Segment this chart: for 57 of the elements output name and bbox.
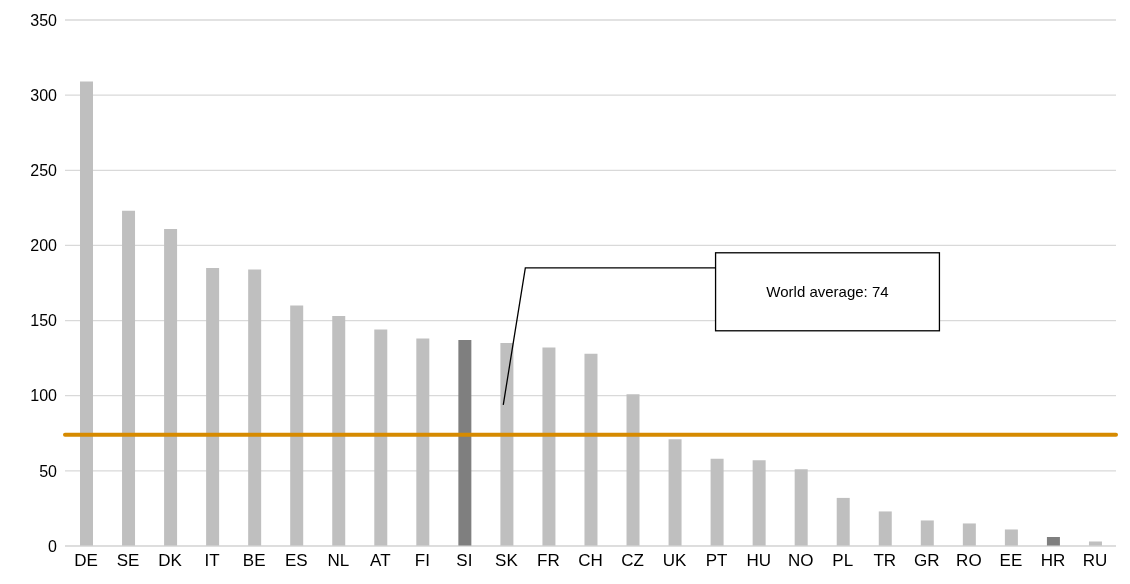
bar (248, 269, 262, 546)
y-tick-label: 100 (30, 387, 58, 405)
y-tick-label: 250 (30, 161, 58, 179)
x-tick-label: SE (116, 551, 140, 571)
x-tick-label: PL (832, 551, 854, 571)
x-tick-label: NL (327, 551, 350, 571)
bar (374, 329, 388, 546)
x-tick-label: BE (242, 551, 266, 571)
bar (542, 347, 556, 546)
x-tick-label: EE (999, 551, 1023, 571)
bar (752, 460, 766, 546)
y-tick-label: 150 (30, 312, 58, 330)
bar (458, 340, 472, 546)
bar (962, 523, 976, 546)
x-tick-label: CZ (621, 551, 644, 571)
bar (416, 338, 430, 546)
bar (80, 81, 93, 546)
x-tick-label: CH (578, 551, 603, 571)
x-tick-label: DK (158, 551, 183, 571)
x-tick-label: RU (1082, 551, 1108, 571)
bar (1004, 529, 1018, 546)
bar (122, 210, 136, 546)
x-tick-label: FR (537, 551, 560, 571)
y-tick-label: 0 (48, 537, 58, 555)
bar (836, 497, 850, 546)
annotation: World average: 74 (766, 283, 889, 301)
x-tick-label: ES (284, 551, 308, 571)
bar (626, 394, 640, 546)
x-tick-label: NO (787, 551, 814, 571)
x-tick-label: HR (1040, 551, 1066, 571)
bar (668, 439, 682, 546)
bar (332, 316, 346, 546)
bar (164, 228, 178, 546)
bar (584, 353, 598, 546)
x-tick-label: IT (204, 551, 220, 571)
bar (500, 343, 514, 546)
bar (794, 469, 808, 546)
x-tick-label: HU (746, 551, 771, 571)
x-tick-label: UK (662, 551, 688, 571)
x-tick-label: RO (956, 551, 982, 571)
x-tick-label: SI (456, 551, 473, 571)
x-tick-label: TR (873, 551, 897, 571)
bar (206, 267, 220, 546)
bar (710, 458, 724, 546)
bar (290, 305, 304, 546)
y-tick-label: 300 (30, 86, 58, 104)
x-tick-label: FI (414, 551, 430, 571)
bar (878, 511, 892, 546)
y-tick-label: 350 (30, 11, 58, 29)
x-tick-label: SK (495, 551, 519, 571)
x-tick-label: DE (74, 551, 98, 571)
y-tick-label: 50 (39, 462, 58, 480)
y-tick-label: 200 (30, 237, 58, 255)
bar (920, 520, 934, 546)
x-tick-label: PT (705, 551, 728, 571)
x-tick-label: AT (370, 551, 391, 571)
x-tick-label: GR (914, 551, 940, 571)
